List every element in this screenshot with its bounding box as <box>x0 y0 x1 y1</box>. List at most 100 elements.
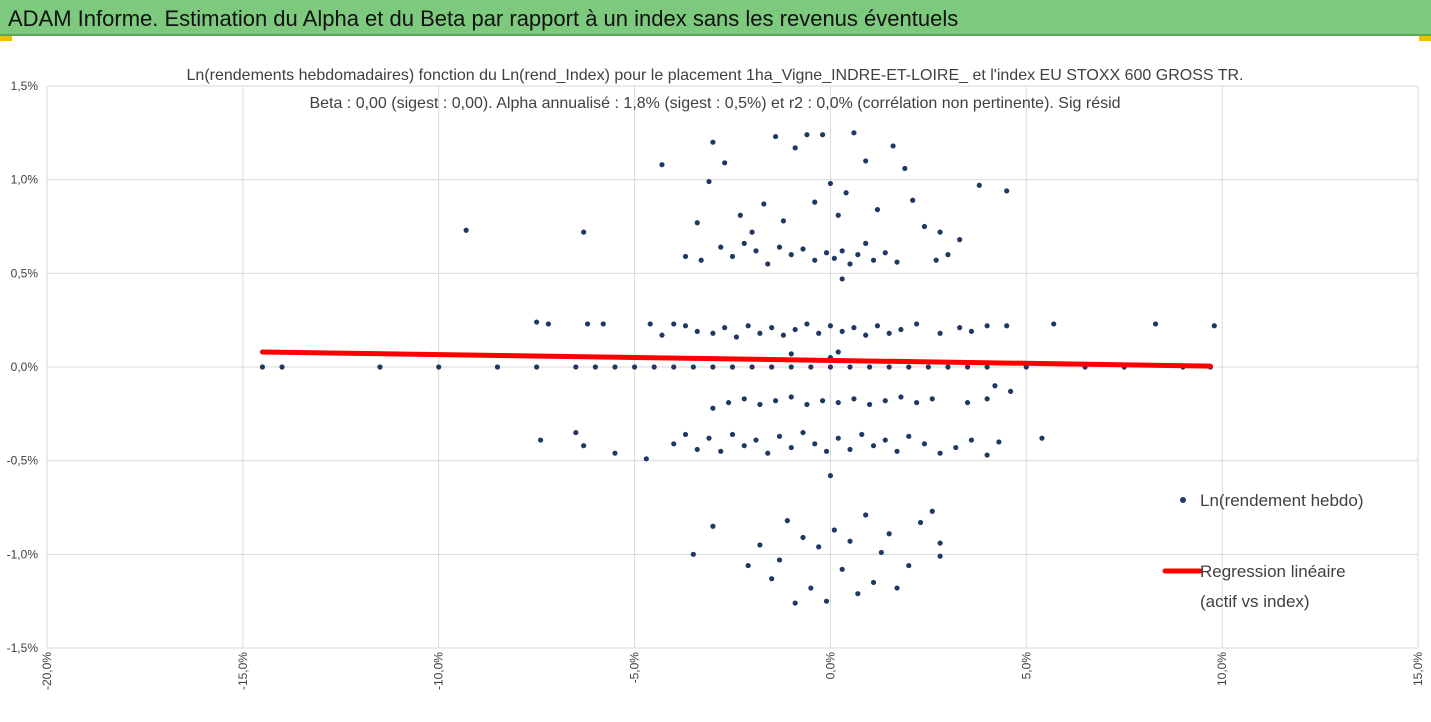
data-point <box>534 364 540 370</box>
regression-line-path <box>259 349 1213 369</box>
data-point <box>690 551 696 557</box>
data-point <box>534 319 540 325</box>
data-point <box>671 441 677 447</box>
data-point <box>882 398 888 404</box>
y-tick-label: -1,0% <box>7 547 39 561</box>
data-point <box>710 405 716 411</box>
data-point <box>377 364 383 370</box>
data-point <box>839 328 845 335</box>
data-point <box>757 330 763 336</box>
data-point <box>898 326 904 333</box>
data-point <box>898 394 904 400</box>
data-point <box>581 229 587 235</box>
data-point <box>772 398 779 404</box>
data-point <box>839 276 845 282</box>
data-point <box>745 562 751 569</box>
x-tick-label: -10,0% <box>432 652 446 690</box>
data-point <box>906 433 912 439</box>
data-point <box>910 197 916 203</box>
data-point <box>925 364 931 370</box>
data-point <box>612 364 618 370</box>
data-point <box>788 394 794 400</box>
data-point <box>788 444 794 451</box>
data-point <box>800 246 806 252</box>
data-point <box>671 321 677 327</box>
data-point <box>710 139 716 145</box>
data-point <box>996 439 1002 445</box>
data-point <box>867 401 873 408</box>
x-tick-label: 15,0% <box>1411 652 1425 686</box>
data-point <box>921 441 928 447</box>
data-point <box>733 334 740 340</box>
data-point <box>855 591 861 597</box>
data-point <box>682 253 689 260</box>
data-point <box>698 257 704 263</box>
data-point <box>921 223 928 230</box>
data-point <box>902 165 908 172</box>
data-point <box>647 321 653 327</box>
data-point <box>847 446 853 453</box>
data-point <box>804 401 810 408</box>
data-point <box>878 549 884 556</box>
data-point <box>776 557 783 563</box>
legend-scatter-marker <box>1180 497 1186 503</box>
data-point <box>741 443 747 449</box>
data-point <box>780 332 787 338</box>
data-point <box>745 323 751 329</box>
data-point <box>780 218 787 224</box>
data-point <box>808 585 814 591</box>
data-point <box>800 534 806 541</box>
data-point <box>968 328 975 335</box>
data-point <box>937 330 943 336</box>
data-point <box>765 261 771 267</box>
data-point <box>722 160 728 166</box>
data-point <box>870 257 877 263</box>
data-point <box>537 437 544 443</box>
data-point <box>573 429 579 436</box>
data-point <box>671 364 677 370</box>
data-point <box>259 364 266 370</box>
data-point <box>847 364 853 370</box>
data-point <box>494 364 501 370</box>
data-point <box>867 364 873 370</box>
data-point <box>914 399 920 406</box>
y-tick-label: 0,0% <box>11 360 39 374</box>
scatter-chart: -20,0% -15,0% -10,0% -5,0% 0,0% 5,0% 10,0% 15,0… <box>7 67 1425 690</box>
data-point <box>827 473 834 479</box>
data-point <box>1004 188 1010 194</box>
data-point <box>682 431 689 438</box>
data-point <box>753 437 759 443</box>
data-point <box>545 321 551 327</box>
data-point <box>792 600 798 606</box>
x-tick-label: -20,0% <box>40 652 54 690</box>
data-point <box>651 364 657 370</box>
data-point <box>957 325 963 331</box>
data-point <box>718 244 724 250</box>
data-point <box>765 450 771 456</box>
data-point <box>706 435 712 441</box>
data-point <box>757 401 763 408</box>
data-point <box>964 364 971 370</box>
data-point <box>706 178 712 185</box>
data-point <box>581 443 587 449</box>
data-point <box>710 330 716 336</box>
data-point <box>279 364 285 370</box>
data-point <box>937 229 943 235</box>
data-point <box>870 443 877 449</box>
data-point <box>812 199 818 205</box>
y-tick-label: 0,5% <box>11 266 39 280</box>
data-point <box>945 364 951 370</box>
data-point <box>827 180 834 187</box>
data-point <box>776 433 783 439</box>
data-point <box>914 321 920 327</box>
data-point <box>816 544 822 550</box>
data-point <box>436 364 442 370</box>
data-point <box>992 383 998 389</box>
x-tick-label: 0,0% <box>823 652 837 680</box>
data-point <box>831 527 837 533</box>
data-point <box>463 227 469 233</box>
corner-mark-right <box>1419 36 1431 41</box>
report-banner: ADAM Informe. Estimation du Alpha et du … <box>0 0 1431 36</box>
data-point <box>749 364 755 370</box>
data-point <box>776 244 783 250</box>
